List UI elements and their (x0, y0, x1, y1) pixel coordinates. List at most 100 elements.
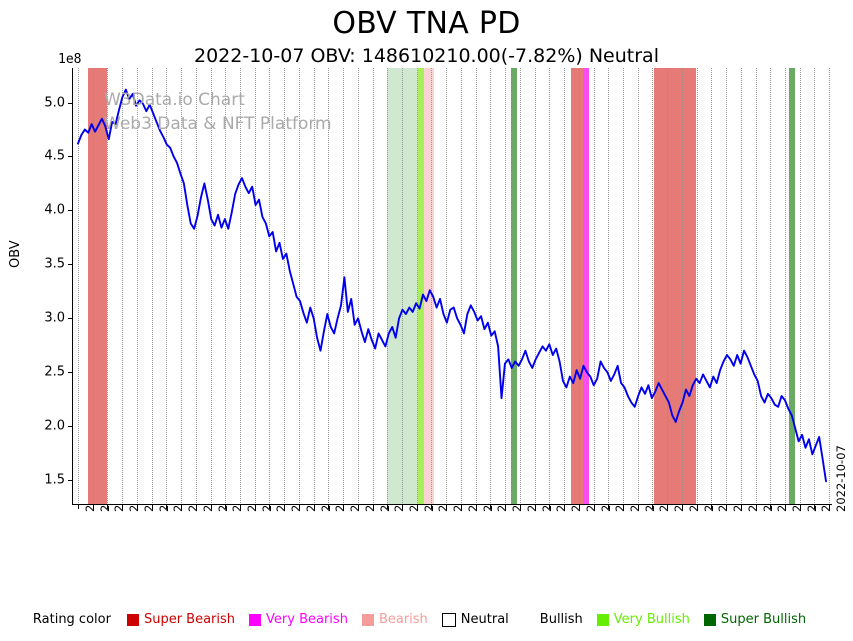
x-tick-mark (622, 505, 624, 509)
x-gridline (136, 68, 138, 505)
y-tick-mark (68, 210, 72, 212)
y-tick-label: 3.0 (44, 310, 65, 326)
y-tick-label: 5.0 (44, 95, 65, 111)
legend-label: Bearish (378, 612, 428, 627)
chart-subtitle: 2022-10-07 OBV: 148610210.00(-7.82%) Neu… (194, 45, 659, 67)
legend-item-super-bullish[interactable]: Super Bullish (703, 612, 806, 627)
x-tick-mark (328, 505, 330, 509)
legend-swatch-icon (441, 612, 456, 627)
x-tick-mark (298, 505, 300, 509)
x-gridline (460, 68, 462, 505)
y-tick-label: 2.0 (44, 418, 65, 434)
plot-area (72, 68, 832, 505)
x-tick-mark (755, 505, 757, 509)
rating-band-very-bullish (417, 68, 424, 505)
y-tick-mark (68, 480, 72, 482)
x-tick-mark (416, 505, 418, 509)
x-gridline (107, 68, 109, 505)
x-tick-mark (78, 505, 79, 509)
x-gridline (578, 68, 580, 505)
x-tick-mark (92, 505, 94, 509)
x-gridline (269, 68, 271, 505)
x-tick-mark (372, 505, 374, 509)
legend-swatch-icon (596, 613, 609, 626)
x-gridline (726, 68, 728, 505)
x-tick-mark (357, 505, 359, 509)
x-gridline (490, 68, 492, 505)
x-gridline (387, 68, 389, 505)
x-tick-mark (431, 505, 433, 509)
x-gridline (240, 68, 241, 505)
x-gridline (696, 68, 698, 505)
x-gridline (284, 68, 286, 505)
y-axis-exponent: 1e8 (58, 52, 82, 67)
x-tick-mark (313, 505, 315, 509)
x-tick-mark (564, 505, 566, 509)
legend-item-bearish[interactable]: Bearish (361, 612, 428, 627)
x-tick-mark (402, 505, 404, 509)
legend-title: Rating color (32, 612, 111, 627)
x-tick-mark (637, 505, 639, 509)
y-axis-label: OBV (8, 240, 23, 268)
x-gridline (829, 68, 831, 505)
x-gridline (92, 68, 94, 505)
x-gridline (799, 68, 801, 505)
x-tick-mark (608, 505, 610, 509)
x-tick-mark (770, 505, 772, 509)
x-tick-mark (549, 505, 551, 509)
rating-band-super-bullish (511, 68, 518, 505)
x-gridline (637, 68, 639, 505)
legend-item-neutral[interactable]: Neutral (441, 612, 509, 627)
x-gridline (505, 68, 507, 505)
legend-swatch-icon (523, 614, 535, 626)
x-gridline (254, 68, 256, 505)
x-tick-mark (107, 505, 109, 509)
x-tick-mark (726, 505, 728, 509)
legend-item-bullish[interactable]: Bullish (523, 612, 583, 627)
chart-title: OBV TNA PD (332, 6, 521, 41)
legend-label: Super Bearish (143, 612, 236, 627)
x-gridline (519, 68, 521, 505)
axis-spine-bottom (72, 504, 832, 505)
rating-band-bullish (788, 68, 795, 505)
y-tick-label: 2.5 (44, 364, 65, 380)
x-tick-mark (225, 505, 227, 509)
x-tick-mark (387, 505, 389, 509)
x-tick-mark (195, 505, 197, 509)
x-tick-mark (740, 505, 742, 509)
x-gridline (181, 68, 183, 505)
rating-band-very-bearish (583, 68, 589, 505)
x-tick-mark (151, 505, 153, 509)
x-gridline (151, 68, 153, 505)
legend-item-super-bearish[interactable]: Super Bearish (126, 612, 236, 627)
y-tick-label: 4.0 (44, 202, 65, 218)
legend-item-very-bullish[interactable]: Very Bullish (596, 612, 690, 627)
x-gridline (446, 68, 448, 505)
x-gridline (814, 68, 816, 505)
x-tick-mark (534, 505, 536, 509)
x-tick-mark (166, 505, 168, 509)
legend-label: Neutral (460, 612, 509, 627)
x-gridline (416, 68, 418, 505)
x-tick-mark (210, 505, 212, 509)
x-tick-mark (490, 505, 492, 509)
legend-swatch-icon (703, 613, 716, 626)
x-gridline (78, 68, 79, 505)
x-gridline (328, 68, 330, 505)
y-tick-mark (68, 426, 72, 428)
rating-band-bearish (87, 68, 107, 505)
rating-color-legend: Rating color Super Bearish Very Bearish Be… (0, 612, 853, 627)
x-gridline (549, 68, 551, 505)
rating-band-bearish (571, 68, 584, 505)
x-gridline (166, 68, 168, 505)
x-gridline (593, 68, 595, 505)
rating-band-bearish (423, 68, 434, 505)
y-tick-label: 1.5 (44, 472, 65, 488)
x-tick-mark (460, 505, 462, 509)
x-gridline (225, 68, 227, 505)
obv-line-series (77, 88, 827, 483)
legend-item-very-bearish[interactable]: Very Bearish (249, 612, 348, 627)
y-tick-mark (68, 102, 72, 104)
y-tick-mark (68, 372, 72, 374)
